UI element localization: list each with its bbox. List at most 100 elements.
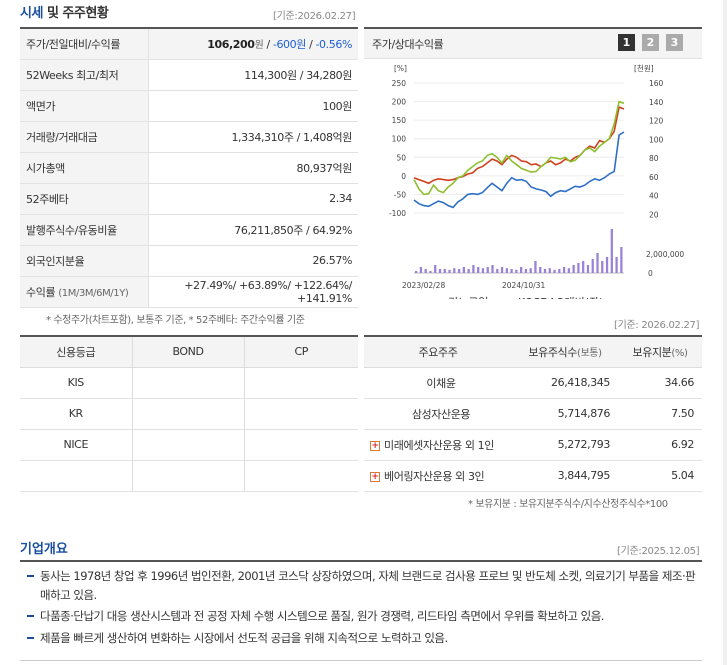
info-row: 외국인지분율 26.57% (20, 245, 358, 277)
info-row: 거래량/거래대금 1,334,310주 / 1,408억원 (20, 121, 358, 153)
current-price: 106,200 (207, 37, 255, 51)
volume-bar (610, 229, 613, 273)
volume-bar (553, 269, 556, 273)
volume-bar (462, 267, 465, 273)
left-tick-label: 0 (401, 172, 406, 181)
bond-header: BOND (132, 335, 245, 368)
price-row-value: 106,200원 / -600원 / -0.56% (148, 27, 358, 60)
price-rate: -0.56% (315, 37, 352, 51)
list-item: 제품을 빠르게 생산하여 변화하는 시장에서 선도적 공급을 위해 지속적으로 … (20, 629, 702, 648)
volume-bar (438, 269, 442, 273)
price-change: -600 (272, 37, 297, 51)
volume-bar (539, 267, 542, 273)
series-line (413, 131, 625, 209)
chart-page-1-button[interactable]: 1 (618, 34, 635, 51)
credit-header-row: 신용등급 BOND CP (20, 335, 358, 368)
right-tick-label: 60 (649, 173, 659, 182)
volume-bar (505, 268, 508, 273)
volume-bar (477, 267, 480, 273)
right-tick-label: 40 (649, 192, 659, 201)
holder-shares: 5,714,876 (512, 398, 618, 430)
x-tick-label: 2024/10/31 (502, 281, 545, 290)
section-title: 시세 및 주주현황 (20, 2, 109, 21)
holder-shares-header: 보유주식수(보통) (512, 335, 618, 368)
volume-bar (582, 261, 585, 273)
chart-page-3-button[interactable]: 3 (666, 34, 683, 51)
info-row: 시가총액 80,937억원 (20, 152, 358, 184)
info-label: 거래량/거래대금 (20, 121, 149, 153)
info-value: 26.57% (148, 245, 358, 277)
volume-bar (472, 265, 475, 273)
credit-rating-table: 신용등급 BOND CP KIS KR NICE (20, 335, 358, 492)
volume-tick-label: 0 (648, 269, 653, 278)
left-tick-label: 200 (392, 98, 407, 107)
volume-bar (429, 271, 432, 273)
volume-bar (562, 267, 566, 273)
volume-bar (596, 253, 599, 273)
overview-list: 동사는 1978년 창업 후 1996년 법인전환, 2001년 코스닥 상장하… (20, 567, 702, 647)
holder-pct: 5.04 (618, 460, 702, 492)
agency-name: KIS (20, 367, 133, 399)
expand-icon[interactable]: + (370, 440, 380, 451)
legend-label: 리노공업 (448, 296, 488, 299)
holder-name-cell: + 미래에셋자산운용 외 1인 (364, 429, 512, 461)
left-axis-unit: [%] (394, 64, 407, 73)
price-date: [기준:2026.02.27] (273, 11, 356, 22)
volume-bar (448, 269, 451, 273)
cp-header: CP (244, 335, 358, 368)
holder-name: 삼성자산운용 (364, 398, 512, 430)
volume-bar (548, 268, 551, 273)
series-line (413, 106, 625, 185)
info-label: 52주베타 (20, 183, 149, 215)
holder-shares: 26,418,345 (512, 367, 618, 399)
cp-rating (244, 429, 358, 461)
bond-rating (132, 367, 245, 399)
info-row: 발행주식수/유동비율 76,211,850주 / 64.92% (20, 214, 358, 246)
volume-bar (467, 269, 470, 273)
info-row: 52Weeks 최고/최저 114,300원 / 34,280원 (20, 59, 358, 91)
overview-bottom-divider (20, 660, 702, 661)
info-label: 52Weeks 최고/최저 (20, 59, 149, 91)
volume-bar (496, 269, 499, 273)
holder-pct: 6.92 (618, 429, 702, 461)
table-row: KR (20, 398, 358, 430)
right-tick-label: 80 (649, 154, 659, 163)
volume-bar (615, 257, 618, 273)
returns-periods: (1M/3M/6M/1Y) (58, 287, 129, 299)
left-tick-label: 150 (392, 116, 407, 125)
returns-row: 수익률 (1M/3M/6M/1Y) +27.49%/ +63.89%/ +122… (20, 276, 358, 308)
volume-bar (524, 269, 528, 273)
info-value: 114,300원 / 34,280원 (148, 59, 358, 91)
shares-header-sub: (보통) (577, 347, 602, 359)
agency-name: KR (20, 398, 133, 430)
info-label: 액면가 (20, 90, 149, 122)
holder-name-cell: + 베어링자산운용 외 3인 (364, 460, 512, 492)
cp-rating (244, 367, 358, 399)
agency-name (20, 460, 133, 492)
right-axis-unit: [천원] (634, 63, 654, 73)
holder-pct: 7.50 (618, 398, 702, 430)
info-value: 80,937억원 (148, 152, 358, 184)
volume-bar (577, 263, 580, 273)
returns-value: +27.49%/ +63.89%/ +122.64%/ +141.91% (148, 276, 358, 308)
overview-divider (20, 560, 702, 562)
section-title-highlight: 시세 (20, 6, 43, 21)
volume-bar (481, 268, 485, 273)
expand-icon[interactable]: + (370, 471, 380, 482)
table-row: + 베어링자산운용 외 3인 3,844,795 5.04 (364, 460, 702, 492)
volume-bar (558, 269, 561, 273)
bond-rating (132, 398, 245, 430)
volume-bar (500, 267, 504, 273)
chart-page-2-button[interactable]: 2 (642, 34, 659, 51)
holder-footnote: * 보유지분 : 보유지분주식수/지수산정주식수*100 (468, 499, 668, 510)
volume-bar (601, 261, 604, 273)
price-unit: 원 (254, 39, 264, 51)
volume-bar (453, 268, 456, 273)
volume-bar (605, 257, 609, 273)
table-row: + 미래에셋자산운용 외 1인 5,272,793 6.92 (364, 429, 702, 461)
separator: / (263, 37, 273, 51)
list-item: 다품종·단납기 대응 생산시스템과 전 공정 자체 수행 시스템으로 품질, 원… (20, 607, 702, 626)
scrollbar[interactable] (723, 0, 727, 665)
overview-date: [기준:2025.12.05] (617, 546, 700, 557)
agency-name: NICE (20, 429, 133, 461)
